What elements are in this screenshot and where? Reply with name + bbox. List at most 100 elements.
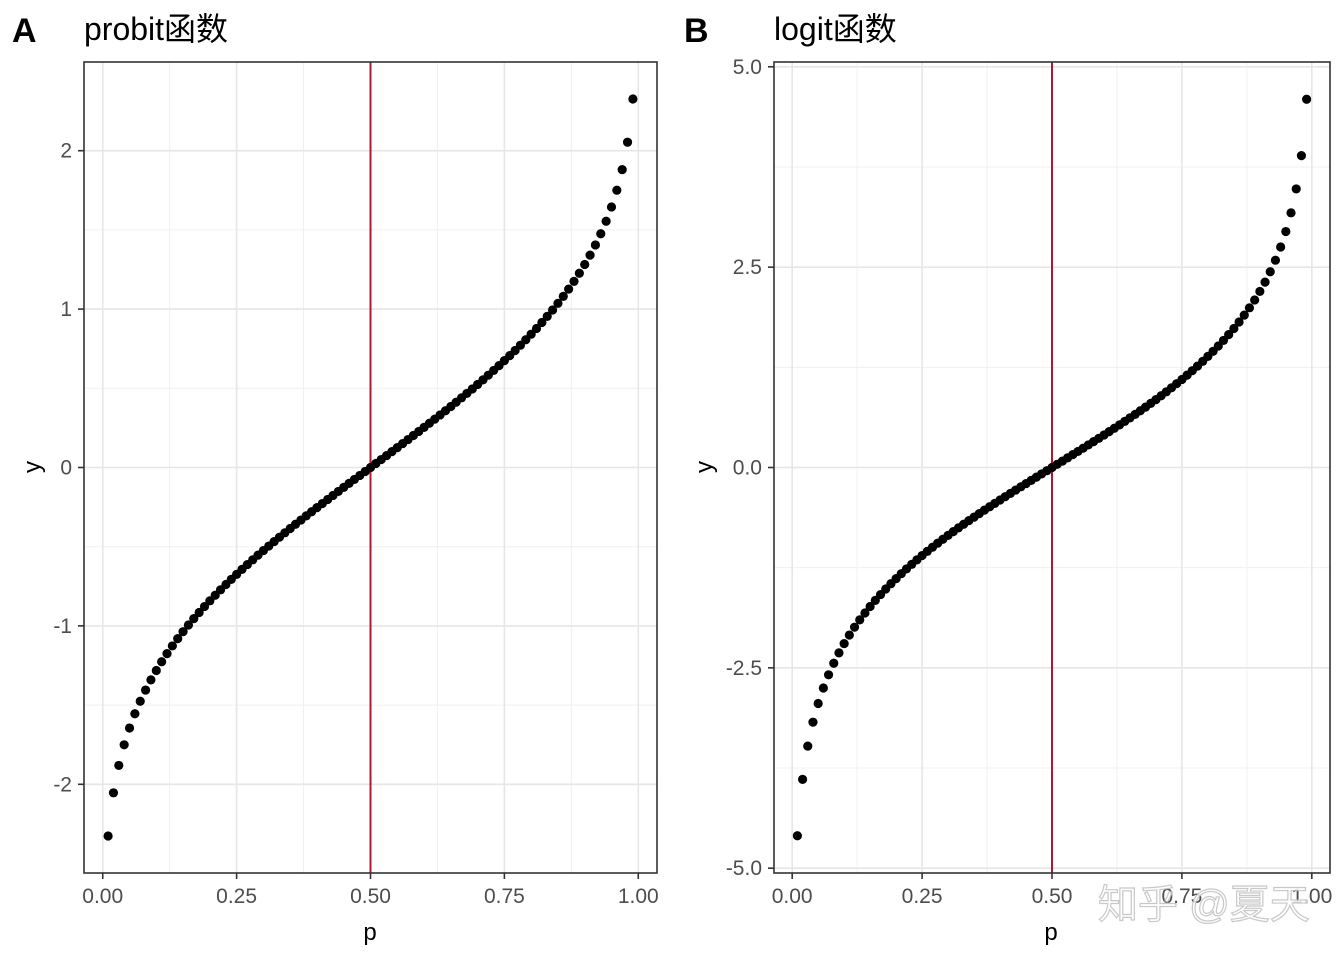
panel-b-point — [829, 658, 839, 668]
panel-b-y-tick-label: -2.5 — [726, 657, 762, 680]
panel-a-y-tick-label: 1 — [60, 298, 72, 321]
panel-b-point — [1265, 267, 1275, 277]
panel-a-point — [178, 627, 188, 637]
panel-a-x-tick-label: 0.25 — [216, 885, 257, 908]
panel-b-point — [803, 741, 813, 751]
panel-a-ylabel: y — [19, 461, 46, 473]
panel-b-x-tick-label: 1.00 — [1291, 885, 1332, 908]
panel-a-point — [622, 137, 633, 147]
panel-a-point — [574, 268, 584, 278]
panel-a-point — [601, 216, 611, 226]
panel-a-point — [194, 607, 204, 618]
panel-b-title: logit函数 — [774, 11, 897, 47]
panel-a-y-tick-label: -1 — [53, 615, 72, 638]
panel-a-point — [547, 305, 558, 315]
panel-b-point — [1260, 277, 1270, 287]
panel-a-point — [199, 601, 210, 612]
panel-b-point — [1291, 184, 1301, 194]
panel-b-point — [1281, 226, 1291, 237]
panel-b-x-tick-label: 0.75 — [1161, 885, 1202, 908]
panel-a-point — [564, 284, 574, 294]
panel-b-point — [1276, 242, 1286, 252]
panel-b-point — [1224, 330, 1234, 340]
panel-a-point — [183, 620, 194, 630]
panel-a-point — [167, 641, 177, 651]
panel-a-point — [558, 291, 568, 301]
panel-b-point — [839, 638, 849, 649]
panel-a-y-tick-label: -2 — [53, 773, 72, 796]
panel-a-point — [590, 240, 601, 250]
panel-a-x-tick-label: 0.50 — [350, 885, 391, 908]
panel-b-point — [1255, 286, 1265, 297]
panel-a-point — [585, 250, 595, 260]
panel-a-point — [580, 259, 590, 270]
panel-b-point — [808, 717, 818, 727]
panel-b-point — [834, 648, 844, 658]
panel-a-point — [130, 709, 140, 719]
panel-a-point — [612, 185, 622, 195]
panel-a-point — [617, 164, 627, 175]
panel-b-point — [1286, 208, 1296, 218]
panel-b-x-tick-label: 0.50 — [1032, 885, 1073, 908]
panel-a-point — [542, 311, 552, 321]
panel-a-point — [140, 685, 151, 695]
panel-a-point — [135, 696, 145, 706]
panel-b-point — [844, 630, 854, 640]
panel-b-point — [849, 622, 860, 632]
panel-a: 0.00 0.25 0.50 0.75 1.00 -2 -1 0 1 2 — [53, 61, 659, 908]
panel-b-point — [1250, 295, 1260, 305]
panel-a-point — [162, 649, 172, 659]
panel-b-point — [860, 608, 870, 618]
panel-b-point — [1302, 94, 1312, 104]
panel-b-ylabel: y — [691, 461, 718, 473]
panel-a-point — [108, 788, 119, 798]
panel-a-point — [189, 614, 199, 624]
panel-a-point — [553, 298, 563, 308]
panel-b-y-tick-label: 0.0 — [733, 457, 762, 480]
panel-a-point — [569, 276, 579, 286]
panel-b-y-tick-label: 2.5 — [733, 256, 762, 279]
panel-b-point — [818, 683, 828, 693]
panel-b-point — [1244, 303, 1255, 313]
panel-b-point — [1270, 255, 1281, 265]
panel-a-tag: A — [12, 12, 37, 50]
panel-a-point — [124, 723, 135, 733]
panel-b-y-tick-label: 5.0 — [733, 56, 762, 79]
panel-a-x-tick-label: 0.00 — [82, 885, 123, 908]
panel-a-point — [606, 202, 617, 212]
panel-b-point — [855, 615, 865, 625]
panel-b-x-tick-label: 0.00 — [772, 885, 813, 908]
panel-a-point — [157, 657, 167, 667]
panel-b-point — [823, 670, 834, 680]
panel-a-point — [596, 229, 606, 239]
panel-a-point — [173, 634, 183, 644]
panel-a-x-tick-label: 1.00 — [618, 885, 659, 908]
panel-b-point — [865, 601, 875, 612]
panel-a-point — [114, 760, 124, 771]
panel-b-xlabel: p — [1044, 919, 1057, 946]
panel-a-point — [151, 665, 161, 676]
panel-a-point — [103, 831, 113, 841]
panel-b-point — [1229, 323, 1239, 334]
panel-a-y-tick-label: 0 — [60, 457, 72, 480]
panel-a-point — [526, 329, 536, 339]
panel-b: 0.00 0.25 0.50 0.75 1.00 -5.0 -2.5 0.0 2.5 5.0 — [726, 56, 1332, 908]
panel-b-tag: B — [684, 12, 709, 50]
panel-b-point — [1296, 151, 1307, 161]
panel-a-point — [531, 323, 542, 334]
panel-b-point — [792, 831, 802, 841]
panel-a-point — [146, 675, 156, 685]
panel-b-x-tick-label: 0.25 — [902, 885, 943, 908]
panel-b-y-tick-label: -5.0 — [726, 857, 762, 880]
panel-b-point — [797, 774, 808, 784]
panel-b-point — [813, 698, 823, 709]
panel-a-y-tick-label: 2 — [60, 140, 72, 163]
watermark: 知乎 @夏天 — [1098, 883, 1310, 927]
panel-a-x-tick-label: 0.75 — [484, 885, 525, 908]
panel-a-point — [537, 317, 547, 328]
panel-a-point — [119, 740, 129, 750]
panel-b-point — [1239, 310, 1249, 320]
panel-a-point — [628, 94, 638, 104]
